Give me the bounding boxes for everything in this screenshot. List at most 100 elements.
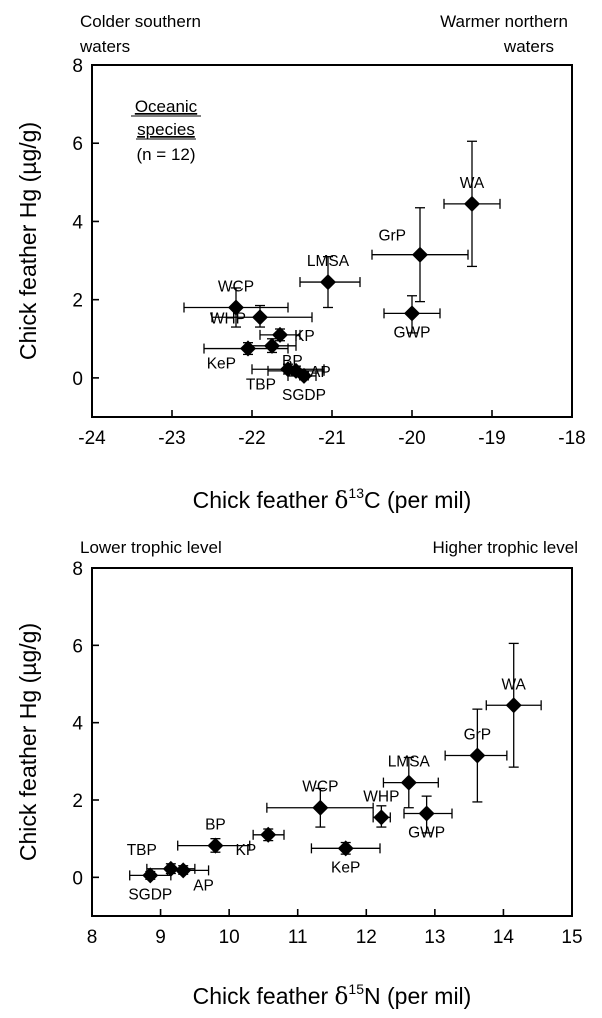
- bottom-x-tick-label: 9: [155, 927, 166, 948]
- point-label: AP: [193, 877, 214, 894]
- top-y-axis-label-mu: µ: [15, 162, 41, 175]
- point-label: LMSA: [307, 253, 350, 270]
- bottom-x-tick-label: 12: [356, 927, 377, 948]
- diamond-marker: [373, 809, 390, 826]
- top-x-axis-label-unit: (per mil): [381, 487, 472, 513]
- chart-bottom: Lower trophic level Higher trophic level…: [15, 538, 583, 1010]
- bottom-point-wa: WA: [485, 642, 542, 768]
- bottom-x-axis-label-unit: (per mil): [381, 983, 472, 1009]
- diamond-marker: [404, 305, 420, 322]
- top-corner-left-line2: waters: [79, 37, 130, 56]
- top-x-tick-label: -23: [158, 428, 185, 449]
- point-label: GrP: [464, 727, 492, 744]
- point-label: SGDP: [128, 886, 172, 903]
- diamond-marker: [264, 337, 280, 354]
- bottom-y-axis-label-main: Chick feather Hg (: [15, 675, 41, 861]
- top-point-gwp: GWP: [383, 295, 441, 341]
- bottom-x-tick-label: 14: [493, 927, 515, 948]
- diamond-marker: [142, 867, 159, 884]
- bottom-y-tick-label: 4: [72, 714, 83, 735]
- top-x-axis-label-delta: δ: [335, 488, 349, 514]
- bottom-x-tick-label: 11: [288, 927, 308, 948]
- bottom-x-axis-label-delta: δ: [335, 984, 349, 1010]
- bottom-y-axis-label-mu: µ: [15, 663, 41, 676]
- bottom-y-axis-label-rest: g/g): [15, 623, 41, 663]
- bottom-point-ap: AP: [166, 862, 214, 894]
- diamond-marker: [260, 826, 277, 843]
- bottom-y-tick-label: 6: [72, 636, 83, 657]
- top-corner-left-line1: Colder southern: [80, 12, 201, 31]
- point-label: GrP: [378, 228, 406, 245]
- diamond-marker: [252, 309, 268, 326]
- diamond-marker: [337, 840, 354, 857]
- top-point-wcp: WCP: [183, 278, 289, 328]
- point-label: KeP: [207, 356, 236, 373]
- point-label: GWP: [393, 324, 430, 341]
- top-x-tick-label: -18: [558, 428, 585, 449]
- top-x-tick-label: -21: [318, 428, 345, 449]
- bottom-point-gwp: GWP: [403, 795, 453, 842]
- top-x-tick-label: -24: [78, 428, 106, 449]
- top-x-axis-label-sup: 13: [348, 485, 364, 501]
- diamond-marker: [228, 299, 244, 316]
- top-y-tick-label: 8: [72, 56, 83, 77]
- top-plot-frame: [91, 64, 573, 418]
- point-label: WA: [460, 175, 485, 192]
- top-y-axis-label-rest: g/g): [15, 122, 41, 162]
- bottom-y-tick-label: 8: [72, 559, 83, 580]
- top-x-ticks: -24 -23 -22 -21 -20 -19 -18: [78, 410, 586, 449]
- point-label: WCP: [218, 278, 254, 295]
- point-label: KeP: [331, 859, 360, 876]
- point-label: KP: [236, 842, 257, 859]
- bottom-point-wcp: WCP: [266, 779, 374, 828]
- diamond-marker: [320, 274, 336, 291]
- bottom-plot-frame: [91, 567, 573, 917]
- bottom-corner-left: Lower trophic level: [80, 538, 222, 557]
- top-y-tick-label: 2: [72, 291, 83, 312]
- point-label: LMSA: [388, 754, 431, 771]
- top-y-axis-label: Chick feather Hg (µg/g): [15, 122, 41, 360]
- diamond-marker: [296, 367, 312, 384]
- bottom-x-axis-label: Chick feather δ15N (per mil): [193, 981, 472, 1010]
- bottom-x-tick-label: 15: [561, 927, 582, 948]
- bottom-points: WA GrP LMSA GWP WCP WHP KeP KP BP TBP AP SGDP: [127, 642, 542, 903]
- bottom-x-axis-label-element: N: [364, 983, 381, 1009]
- top-x-axis-label-main: Chick feather: [193, 487, 335, 513]
- top-x-axis-label-element: C: [364, 487, 381, 513]
- bottom-y-tick-label: 2: [72, 791, 83, 812]
- bottom-point-bp: BP: [177, 817, 251, 854]
- top-point-whp: WHP: [210, 304, 313, 328]
- diamond-marker: [400, 774, 417, 791]
- top-annotation-note: (n = 12): [136, 145, 195, 164]
- top-annotation-line2: species: [137, 120, 195, 139]
- bottom-x-axis-label-main: Chick feather: [193, 983, 335, 1009]
- top-x-axis-label: Chick feather δ13C (per mil): [193, 485, 472, 514]
- point-label: WHP: [210, 310, 246, 327]
- point-label: WA: [502, 676, 527, 693]
- point-label: TBP: [246, 376, 276, 393]
- bottom-y-ticks: 0 2 4 6 8: [72, 559, 99, 889]
- diamond-marker: [312, 799, 329, 816]
- point-label: SGDP: [282, 387, 326, 404]
- point-label: WCP: [302, 779, 338, 796]
- top-corner-right-line1: Warmer northern: [440, 12, 568, 31]
- top-point-sgdp: SGDP: [282, 367, 326, 404]
- diamond-marker: [175, 862, 192, 879]
- point-label: WHP: [363, 788, 399, 805]
- diamond-marker: [412, 246, 428, 263]
- bottom-corner-right: Higher trophic level: [432, 538, 578, 557]
- bottom-point-lmsa: LMSA: [382, 754, 439, 809]
- point-label: TBP: [127, 842, 157, 859]
- top-x-tick-label: -19: [478, 428, 505, 449]
- top-point-kep: KeP: [203, 340, 289, 373]
- point-label: KP: [294, 328, 315, 345]
- top-x-tick-label: -22: [238, 428, 265, 449]
- bottom-x-ticks: 8 9 10 11 12 13 14 15: [87, 909, 583, 948]
- diamond-marker: [464, 195, 480, 212]
- diamond-marker: [505, 697, 522, 714]
- bottom-y-axis-label: Chick feather Hg (µg/g): [15, 623, 41, 861]
- bottom-point-whp: WHP: [363, 788, 399, 828]
- bottom-point-kep: KeP: [310, 840, 381, 876]
- top-x-tick-label: -20: [398, 428, 425, 449]
